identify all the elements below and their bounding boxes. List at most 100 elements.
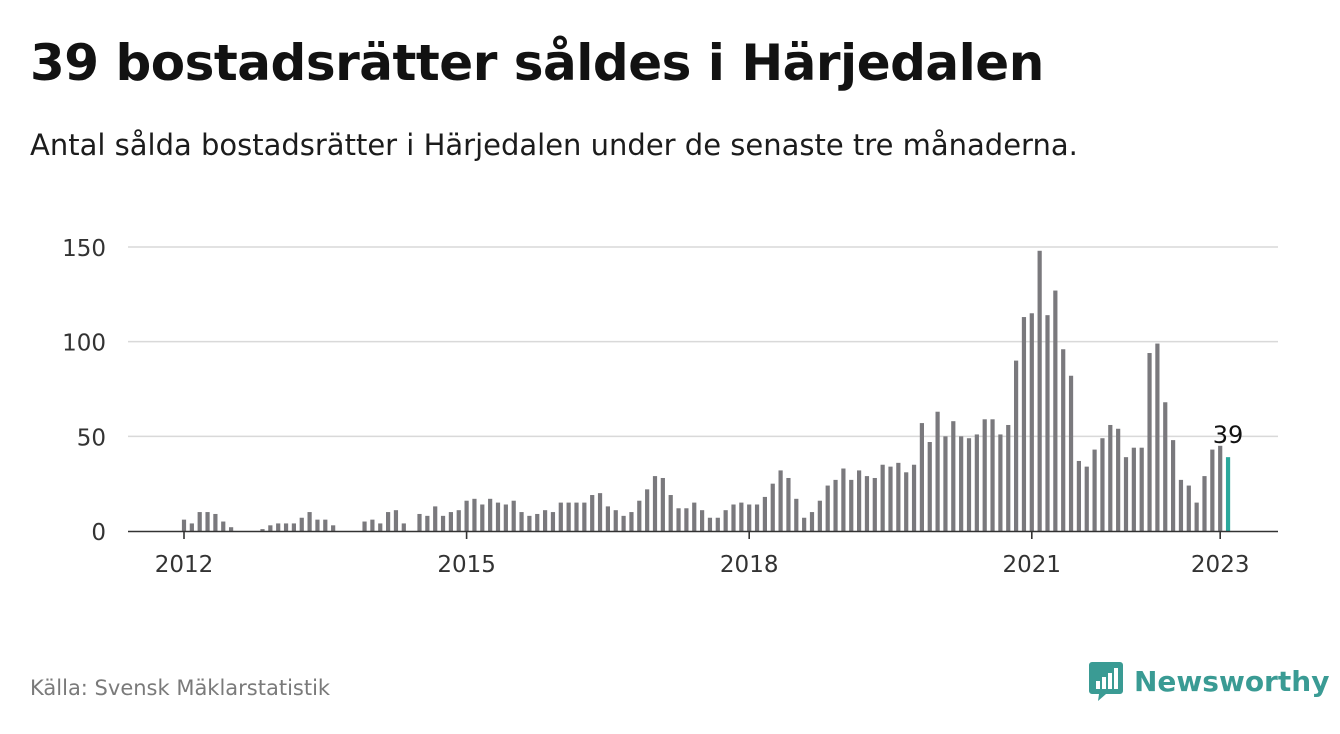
bar [1116, 428, 1121, 531]
bar [260, 529, 265, 531]
bar [982, 419, 987, 531]
bar [1045, 315, 1050, 531]
bar [692, 502, 697, 531]
bar [668, 495, 673, 531]
bar [440, 515, 446, 531]
bar [299, 517, 304, 531]
bar [331, 525, 336, 531]
bar [1147, 353, 1152, 531]
bar [943, 436, 948, 531]
bar [323, 519, 328, 531]
bar [1053, 290, 1058, 531]
bar [1014, 360, 1019, 531]
chart-title: 39 bostadsrätter såldes i Härjedalen [30, 34, 1044, 92]
bar [1123, 457, 1129, 531]
x-tick-label: 2015 [437, 552, 496, 578]
bar [637, 500, 642, 531]
bar-highlight [1225, 457, 1231, 531]
bar [919, 423, 924, 531]
bar [1186, 485, 1191, 531]
bar [1021, 317, 1027, 531]
bar [535, 513, 540, 531]
bar [488, 498, 493, 531]
bar [613, 510, 618, 531]
bar [181, 519, 187, 531]
x-tick-label: 2023 [1191, 552, 1250, 578]
bar [841, 468, 846, 531]
bar [911, 464, 917, 531]
bar [464, 500, 469, 531]
bar [205, 512, 210, 531]
bar [433, 506, 438, 531]
bar [362, 521, 367, 531]
bars [181, 250, 1231, 531]
bar [527, 515, 532, 531]
bar [1061, 349, 1066, 531]
bar [401, 523, 406, 531]
bar [951, 421, 956, 531]
bar [1131, 447, 1136, 531]
bar [543, 510, 548, 531]
bar [849, 479, 854, 531]
bar [386, 512, 391, 531]
bar [519, 512, 524, 531]
bar [1171, 440, 1176, 531]
x-tick-label: 2021 [1003, 552, 1062, 578]
bar [660, 477, 665, 531]
bar [448, 512, 453, 531]
bar [511, 500, 516, 531]
bar [1076, 460, 1081, 531]
bar [762, 496, 767, 531]
bar [904, 472, 909, 531]
bar [754, 504, 760, 531]
source-note: Källa: Svensk Mäklarstatistik [30, 676, 331, 700]
bar [825, 485, 830, 531]
newsworthy-logo[interactable]: Newsworthy [1088, 660, 1329, 702]
x-axis: 2012 2015 2018 2021 2023 [128, 530, 1278, 578]
bar [833, 479, 838, 531]
gridlines [128, 246, 1278, 438]
bar [990, 419, 995, 531]
bar [998, 434, 1003, 531]
bar [888, 466, 893, 531]
bar [1037, 250, 1042, 531]
bar [480, 504, 485, 531]
bar [197, 512, 202, 531]
bar [268, 525, 273, 531]
bar [307, 512, 312, 531]
bar [966, 438, 972, 531]
bar [676, 508, 681, 531]
bar [566, 502, 571, 531]
bar [1092, 449, 1097, 531]
y-tick-label: 50 [77, 425, 106, 451]
bar [770, 483, 775, 531]
bar [1163, 402, 1168, 531]
bar [778, 470, 783, 531]
brand-name: Newsworthy [1134, 664, 1330, 698]
bar [574, 502, 579, 531]
bar [809, 512, 815, 531]
bar [959, 436, 964, 531]
bar [558, 502, 563, 531]
bar [715, 517, 720, 531]
bar [700, 510, 705, 531]
bar [495, 502, 501, 531]
bar [1139, 447, 1144, 531]
bar [1202, 476, 1207, 531]
bar [291, 523, 296, 531]
bar [935, 411, 940, 531]
bar [645, 489, 650, 531]
annotations: 39 [1213, 421, 1244, 449]
highlight-value-label: 39 [1213, 421, 1244, 449]
bar [684, 508, 689, 531]
bar [456, 510, 461, 531]
bar [221, 521, 226, 531]
bar [974, 434, 979, 531]
y-tick-label: 100 [62, 331, 106, 357]
bar [1029, 313, 1034, 531]
bar [582, 502, 587, 531]
bar [417, 513, 422, 531]
bar [896, 462, 901, 531]
bar [1084, 466, 1089, 531]
